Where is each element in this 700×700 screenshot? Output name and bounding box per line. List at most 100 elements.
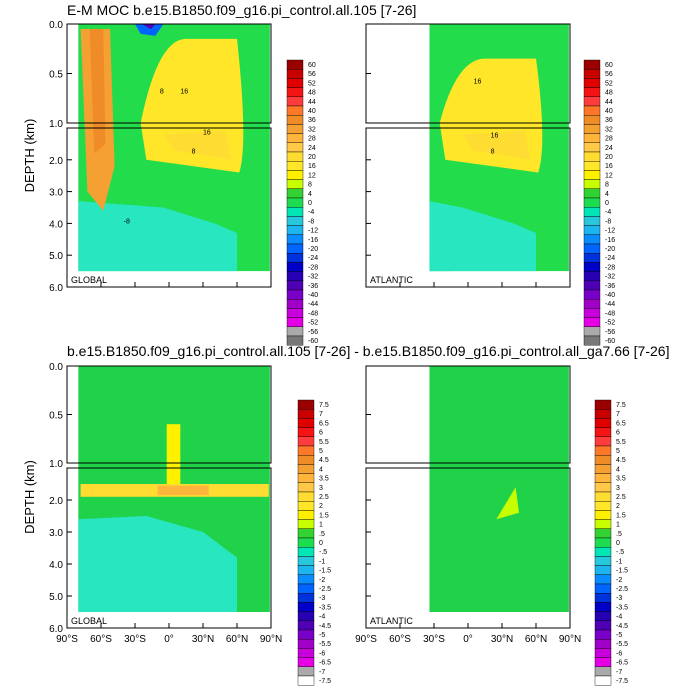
colorbar-swatch [583,234,601,245]
colorbar-label: 4 [616,466,620,473]
colorbar-swatch [297,473,315,484]
contour-label: 16 [474,78,482,85]
colorbar-swatch [297,639,315,649]
colorbar-swatch [594,409,612,419]
colorbar-diff-global: 7.576.565.554.543.532.521.51.50-.5-1-1.5… [297,399,331,686]
colorbar-swatch [297,510,315,520]
colorbar-label: -1 [616,558,622,565]
y-tick-label: 6.0 [49,283,63,294]
colorbar-swatch [286,160,304,171]
atlantic-moc-field [429,24,569,272]
colorbar-swatch [594,547,612,557]
colorbar-label: 8 [308,182,312,189]
colorbar-swatch [286,87,304,97]
colorbar-label: -16 [605,237,615,244]
positive-region [496,487,519,520]
colorbar-swatch [583,262,601,272]
colorbar-swatch [286,289,304,300]
colorbar-label: -20 [308,246,318,253]
x-tick-label: 30°S [124,634,146,645]
colorbar-swatch [583,289,601,300]
colorbar-label: -5.5 [616,641,628,648]
colorbar-label: 28 [605,136,613,143]
colorbar-label: -.5 [616,549,624,556]
colorbar-swatch [286,68,304,79]
colorbar-swatch [286,114,304,125]
colorbar-swatch [583,335,601,346]
colorbar-label: -40 [605,292,615,299]
x-tick-label: 30°S [423,634,445,645]
colorbar-swatch [286,216,304,226]
colorbar-swatch [594,501,612,511]
colorbar-label: -16 [308,237,318,244]
colorbar-swatch [286,133,304,144]
bottom-title: b.e15.B1850.f09_g16.pi_control.all.105 [… [67,343,670,359]
colorbar-swatch [286,206,304,217]
nadw-core [462,131,531,160]
colorbar-swatch [286,326,304,337]
colorbar-label: 40 [605,108,613,115]
colorbar-label: 16 [605,163,613,170]
abyssal-cell [429,201,536,272]
colorbar-swatch [297,629,315,640]
y-axis-label: DEPTH (km) [22,460,37,534]
x-tick-label: 60°N [226,634,248,645]
colorbar-label: -5 [616,632,622,639]
colorbar-swatch [297,491,315,502]
global-moc-field [78,24,270,272]
colorbar-swatch [583,142,601,153]
colorbar-label: 32 [308,126,316,133]
colorbar-label: 16 [308,163,316,170]
colorbar-swatch [583,179,601,190]
colorbar-label: -48 [605,310,615,317]
colorbar-label: 4.5 [616,457,626,464]
equatorial-column [166,424,181,484]
colorbar-swatch [286,105,304,116]
colorbar-label: 8 [605,182,609,189]
colorbar-label: 40 [308,108,316,115]
colorbar-label: -3 [319,595,325,602]
colorbar-swatch [297,620,315,631]
colorbar-swatch [297,611,315,621]
colorbar-label: 1.5 [319,512,329,519]
x-tick-label: 30°N [192,634,214,645]
colorbar-swatch [286,151,304,162]
colorbar-swatch [583,114,601,125]
colorbar-label: 6.5 [319,420,329,427]
colorbar-swatch [594,455,612,465]
tropical-cell [135,24,164,36]
contour-label: 8 [491,148,495,155]
colorbar-swatch [594,491,612,502]
y-tick-label: 6.0 [49,624,63,635]
colorbar-label: -36 [308,283,318,290]
colorbar-swatch [297,427,315,438]
colorbar-label: 4 [605,191,609,198]
colorbar-label: -40 [308,292,318,299]
colorbar-swatch [297,409,315,419]
region-label: ATLANTIC [370,275,413,285]
colorbar-label: 5.5 [319,439,329,446]
colorbar-label: -5.5 [319,641,331,648]
colorbar-label: 3.5 [616,476,626,483]
region-label: GLOBAL [71,616,107,626]
colorbar-label: 3 [319,485,323,492]
colorbar-swatch [286,59,304,70]
ocean-area [429,366,569,612]
colorbar-label: -6 [319,650,325,657]
colorbar-swatch [594,666,612,677]
colorbar-swatch [583,326,601,337]
colorbar-label: 2 [616,503,620,510]
colorbar-label: -4 [616,614,622,621]
colorbar-swatch [297,464,315,474]
colorbar-swatch [297,648,315,658]
colorbar-label: -24 [308,255,318,262]
colorbar-top-atlantic: 60565248444036322824201612840-4-8-12-16-… [583,59,615,346]
colorbar-swatch [297,455,315,465]
y-axis-label: DEPTH (km) [22,119,37,193]
contour-label: 16 [180,88,188,95]
colorbar-label: 20 [605,154,613,161]
colorbar-label: 44 [605,99,613,106]
colorbar-label: 1 [319,522,323,529]
colorbar-swatch [297,418,315,428]
colorbar-swatch [286,179,304,190]
